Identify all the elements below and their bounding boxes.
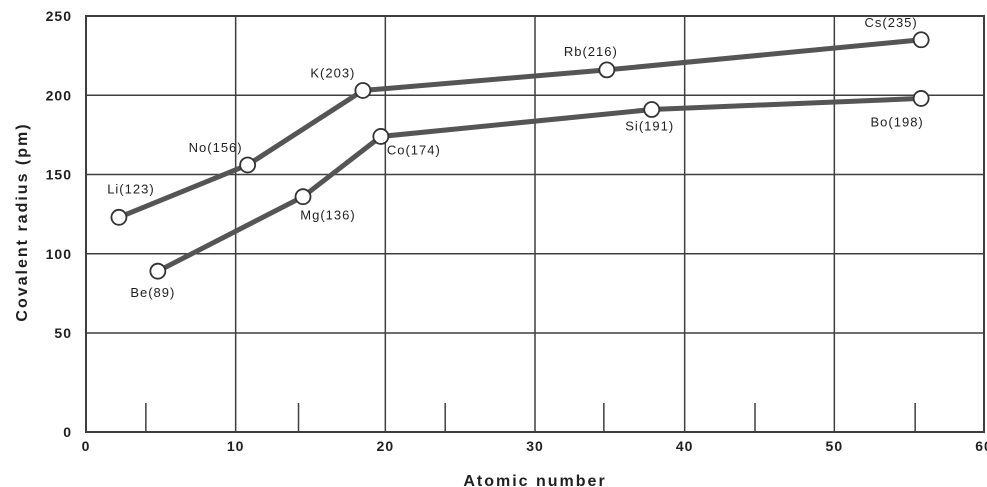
- data-label: No(156): [189, 140, 243, 155]
- data-label: Be(89): [130, 285, 175, 300]
- y-tick-label: 200: [46, 87, 72, 103]
- x-axis-label: Atomic number: [463, 473, 606, 487]
- x-tick-label: 10: [227, 438, 245, 454]
- y-tick-label: 0: [63, 424, 72, 440]
- series-layer: [110, 31, 930, 280]
- data-label: Si(191): [625, 119, 674, 134]
- data-point: [912, 90, 930, 107]
- data-label: Rb(216): [564, 44, 618, 59]
- data-label: Mg(136): [300, 208, 355, 223]
- data-point: [149, 262, 167, 280]
- y-tick-label: 50: [54, 325, 72, 341]
- data-point: [643, 101, 661, 118]
- data-label: Bo(198): [871, 114, 924, 129]
- data-label: Cs(235): [865, 15, 918, 30]
- data-point: [110, 208, 128, 226]
- x-tick-label: 40: [676, 438, 694, 454]
- data-point: [372, 128, 390, 145]
- grid-layer: [86, 16, 984, 432]
- x-tick-label: 30: [526, 438, 544, 454]
- x-tick-label: 60: [975, 438, 987, 454]
- y-tick-label: 150: [46, 167, 72, 183]
- x-tick-label: 0: [82, 438, 91, 454]
- data-point: [354, 82, 372, 99]
- point-labels-layer: Li(123) No(156) K(203) Rb(216) Cs(235) Be(89)…: [107, 15, 924, 300]
- data-label: Li(123): [107, 181, 154, 196]
- y-tick-label: 250: [46, 8, 72, 24]
- data-label: Co(174): [387, 142, 441, 157]
- x-tick-label: 20: [377, 438, 395, 454]
- data-point: [239, 156, 257, 174]
- data-point: [294, 188, 312, 206]
- data-point: [598, 61, 616, 79]
- data-label: K(203): [310, 65, 355, 80]
- x-axis-ticks: 0 10 20 30 40 50 60: [82, 438, 987, 454]
- y-tick-label: 100: [46, 246, 72, 262]
- data-point: [912, 31, 930, 49]
- x-tick-label: 50: [826, 438, 844, 454]
- y-axis-ticks: 0 50 100 150 200 250: [46, 8, 72, 440]
- y-axis-label: Covalent radius (pm): [14, 122, 31, 321]
